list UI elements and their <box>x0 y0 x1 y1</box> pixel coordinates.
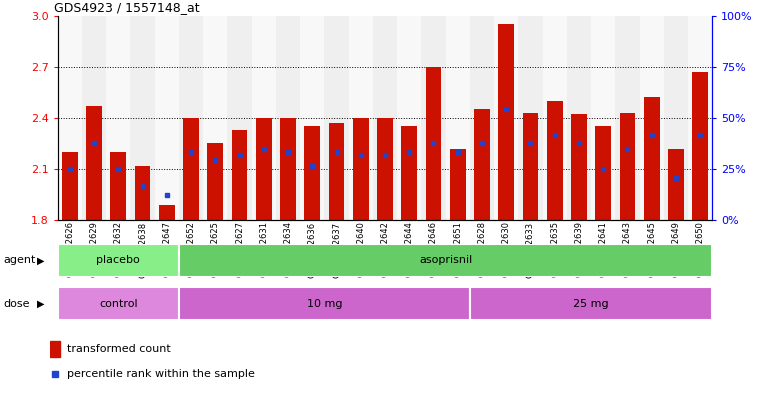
Bar <box>159 205 175 220</box>
Bar <box>567 16 591 220</box>
Bar <box>377 118 393 220</box>
Bar <box>62 152 78 220</box>
Bar <box>300 16 324 220</box>
Bar <box>58 287 179 320</box>
Bar <box>82 16 106 220</box>
Bar <box>547 101 563 220</box>
Bar <box>644 97 660 220</box>
Bar <box>401 127 417 220</box>
Text: agent: agent <box>4 255 36 265</box>
Bar <box>571 114 587 220</box>
Bar <box>450 149 466 220</box>
Bar <box>179 244 712 277</box>
Text: placebo: placebo <box>96 255 140 265</box>
Bar <box>353 118 369 220</box>
Text: ▶: ▶ <box>37 299 45 309</box>
Bar <box>130 16 155 220</box>
Text: asoprisnil: asoprisnil <box>419 255 472 265</box>
Bar <box>280 118 296 220</box>
Bar <box>426 67 441 220</box>
Text: ▶: ▶ <box>37 255 45 265</box>
Bar <box>446 16 470 220</box>
Bar <box>106 16 130 220</box>
Bar <box>207 143 223 220</box>
Bar <box>470 287 712 320</box>
Bar <box>179 287 470 320</box>
Bar <box>203 16 227 220</box>
Text: GDS4923 / 1557148_at: GDS4923 / 1557148_at <box>54 1 199 14</box>
Bar <box>58 244 179 277</box>
Bar <box>640 16 664 220</box>
Bar <box>474 109 490 220</box>
Bar <box>470 16 494 220</box>
Bar <box>155 16 179 220</box>
Bar <box>349 16 373 220</box>
Bar <box>50 341 61 357</box>
Bar <box>86 106 102 220</box>
Bar <box>494 16 518 220</box>
Bar <box>58 16 82 220</box>
Bar <box>304 127 320 220</box>
Bar <box>135 165 150 220</box>
Text: dose: dose <box>4 299 30 309</box>
Bar <box>421 16 446 220</box>
Bar <box>183 118 199 220</box>
Text: percentile rank within the sample: percentile rank within the sample <box>68 369 255 379</box>
Bar <box>595 127 611 220</box>
Bar <box>276 16 300 220</box>
Bar <box>252 16 276 220</box>
Bar <box>620 113 635 220</box>
Bar <box>518 16 543 220</box>
Bar <box>227 16 252 220</box>
Bar <box>692 72 708 220</box>
Bar <box>523 113 538 220</box>
Bar <box>397 16 421 220</box>
Text: 25 mg: 25 mg <box>573 299 609 309</box>
Bar <box>664 16 688 220</box>
Bar <box>668 149 684 220</box>
Bar <box>615 16 640 220</box>
Bar <box>688 16 712 220</box>
Bar <box>256 118 272 220</box>
Bar <box>498 24 514 220</box>
Bar <box>543 16 567 220</box>
Bar <box>591 16 615 220</box>
Text: transformed count: transformed count <box>68 344 171 354</box>
Bar <box>324 16 349 220</box>
Bar <box>232 130 247 220</box>
Bar <box>329 123 344 220</box>
Bar <box>373 16 397 220</box>
Text: 10 mg: 10 mg <box>306 299 342 309</box>
Bar <box>179 16 203 220</box>
Bar <box>110 152 126 220</box>
Text: control: control <box>99 299 138 309</box>
